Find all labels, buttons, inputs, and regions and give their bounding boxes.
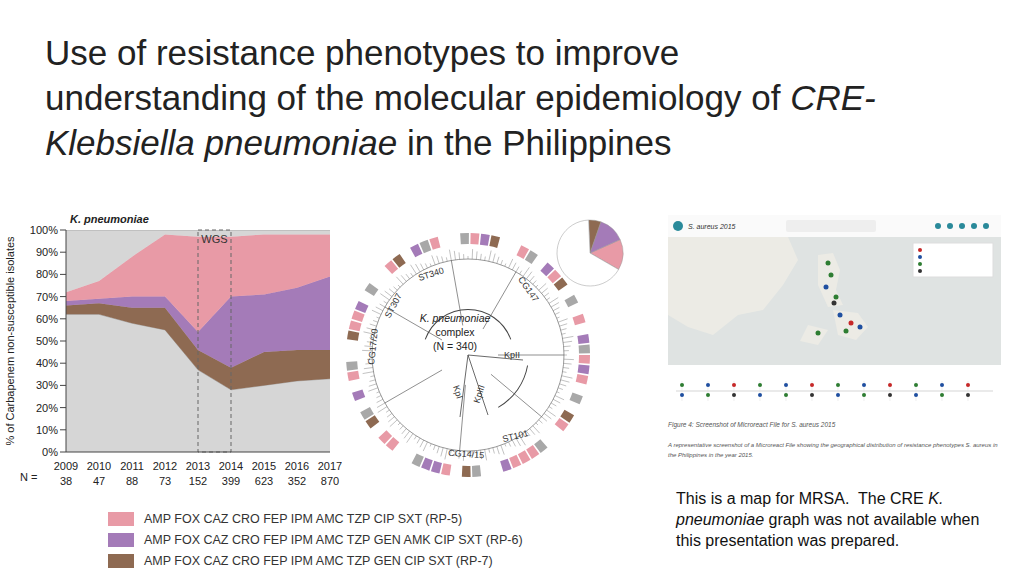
svg-text:2016: 2016 <box>285 460 309 472</box>
svg-text:2011: 2011 <box>120 460 144 472</box>
svg-text:CG14/15: CG14/15 <box>448 448 485 460</box>
svg-text:KpII: KpII <box>504 350 520 360</box>
svg-text:10%: 10% <box>36 424 58 436</box>
svg-text:20%: 20% <box>36 402 58 414</box>
html-text:AMP FOX CAZ CRO FEP IPM AMC TZ: AMP FOX CAZ CRO FEP IPM AMC TZP CIP SXT … <box>144 511 463 526</box>
svg-text:2017: 2017 <box>318 460 342 472</box>
svg-text:623: 623 <box>255 475 273 487</box>
svg-text:50%: 50% <box>36 335 58 347</box>
svg-text:2014: 2014 <box>219 460 243 472</box>
svg-text:88: 88 <box>126 475 138 487</box>
svg-text:60%: 60% <box>36 313 58 325</box>
svg-text:ST307: ST307 <box>383 292 404 320</box>
svg-text:(N = 340): (N = 340) <box>433 340 477 352</box>
html-text:AMP FOX CAZ CRO FEP IPM AMC TZ: AMP FOX CAZ CRO FEP IPM AMC TZP GEN CIP … <box>144 553 493 568</box>
html-text:This is a map for MRSA. The CR: This is a map for MRSA. The CRE K. pneum… <box>676 490 984 549</box>
svg-text:40%: 40% <box>36 357 58 369</box>
html-text:K. pneumoniae: K. pneumoniae <box>70 213 149 225</box>
svg-text:S. aureus 2015: S. aureus 2015 <box>688 223 736 230</box>
svg-text:complex: complex <box>435 326 475 338</box>
svg-text:47: 47 <box>93 475 105 487</box>
svg-text:100%: 100% <box>30 224 58 236</box>
svg-text:2009: 2009 <box>54 460 78 472</box>
svg-text:WGS: WGS <box>201 233 227 245</box>
svg-text:30%: 30% <box>36 379 58 391</box>
svg-text:K. pneumoniae: K. pneumoniae <box>420 312 491 324</box>
svg-text:ST340: ST340 <box>417 265 445 283</box>
html-text:N =: N = <box>20 471 38 483</box>
html-text:understanding of the molecular: understanding of the molecular epidemiol… <box>45 78 876 117</box>
svg-text:2013: 2013 <box>186 460 210 472</box>
svg-text:870: 870 <box>321 475 339 487</box>
svg-text:2010: 2010 <box>87 460 111 472</box>
svg-text:152: 152 <box>189 475 207 487</box>
svg-text:90%: 90% <box>36 246 58 258</box>
svg-text:2012: 2012 <box>153 460 177 472</box>
html-text:Figure 4: Screenshot of Micror: Figure 4: Screenshot of Microreact File … <box>668 421 836 428</box>
svg-text:352: 352 <box>288 475 306 487</box>
html-text:Use of resistance phenotypes t: Use of resistance phenotypes to improve <box>45 33 680 72</box>
svg-text:CG17/20: CG17/20 <box>366 328 380 365</box>
svg-text:0%: 0% <box>42 446 58 458</box>
svg-text:KpI: KpI <box>451 384 465 400</box>
svg-text:70%: 70% <box>36 291 58 303</box>
svg-text:CG147: CG147 <box>516 275 541 304</box>
svg-text:80%: 80% <box>36 268 58 280</box>
svg-text:2015: 2015 <box>252 460 276 472</box>
html-text:AMP FOX CAZ CRO FEP IPM AMC TZ: AMP FOX CAZ CRO FEP IPM AMC TZP GEN AMK … <box>144 532 523 547</box>
svg-text:38: 38 <box>60 475 72 487</box>
svg-text:KpIII: KpIII <box>472 384 487 405</box>
svg-text:399: 399 <box>222 475 240 487</box>
svg-text:73: 73 <box>159 475 171 487</box>
svg-text:% of Carbapenem non-susceptibl: % of Carbapenem non-susceptible isolates <box>8 236 16 446</box>
svg-text:ST101: ST101 <box>501 428 529 444</box>
html-text:Klebsiella pneumoniae in the P: Klebsiella pneumoniae in the Philippines <box>45 123 672 162</box>
html-text:A representative screenshot of: A representative screenshot of a Microre… <box>668 442 998 458</box>
